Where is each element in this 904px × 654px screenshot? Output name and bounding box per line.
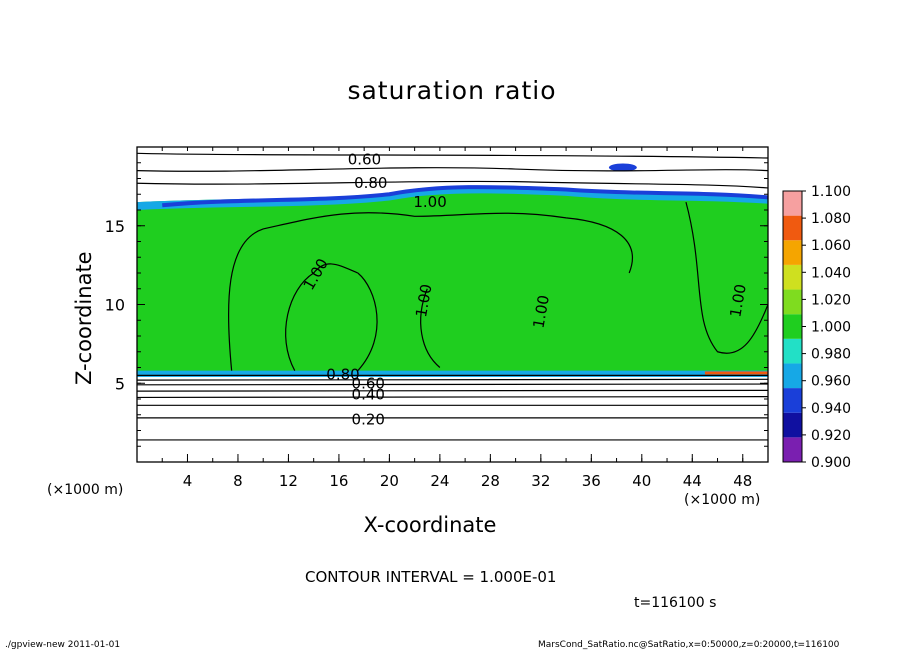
colorbar-segment (783, 264, 802, 290)
contour-line (136, 180, 769, 189)
colorbar-segment (783, 388, 802, 413)
colorbar-segment (783, 314, 802, 339)
contour-line (685, 201, 769, 354)
contour-line (227, 212, 633, 371)
contour-label: 0.80 (354, 174, 387, 192)
contour-label: 0.80 (326, 366, 359, 384)
colorbar-segment (783, 289, 802, 315)
colorbar-label: 1.060 (811, 238, 851, 254)
orange-patch (704, 371, 768, 375)
colorbar-segment (783, 338, 802, 364)
contour-label: 0.60 (348, 151, 381, 169)
time-label: t=116100 s (634, 595, 717, 611)
contour-label: 1.00 (412, 283, 436, 319)
x-tick-label: 40 (632, 472, 651, 490)
x-tick-label: 20 (380, 472, 399, 490)
contour-line (136, 383, 769, 386)
x-tick-label: 48 (733, 472, 752, 490)
x-axis-label: X-coordinate (363, 513, 497, 537)
contour-line (136, 396, 769, 399)
contour-line (136, 152, 769, 159)
colorbar-label: 0.920 (811, 428, 851, 444)
y-tick-label: 5 (115, 374, 125, 393)
x-unit-label: (×1000 m) (47, 482, 124, 498)
colorbar-label: 1.020 (811, 292, 851, 308)
x-tick-label: 44 (683, 472, 702, 490)
contour-label: 1.00 (529, 294, 553, 330)
colorbar-label: 1.040 (811, 265, 851, 281)
colorbar-label: 1.000 (811, 320, 851, 336)
colorbar-label: 0.940 (811, 401, 851, 417)
x-tick-label: 24 (430, 472, 449, 490)
contour-label: 0.60 (352, 374, 385, 392)
colorbar-label: 0.900 (811, 455, 851, 471)
x-tick-label: 16 (329, 472, 348, 490)
colorbar-label: 1.100 (811, 184, 851, 200)
saturated-region (137, 185, 768, 373)
x-tick-label: 36 (582, 472, 601, 490)
y-tick-label: 10 (105, 296, 125, 315)
footer-right-text: MarsCond_SatRatio.nc@SatRatio,x=0:50000,… (538, 640, 840, 650)
colorbar-segment (783, 215, 802, 241)
colorbar-segment (783, 191, 802, 216)
contour-line (136, 378, 769, 381)
cloud-base-band (137, 370, 768, 377)
contour-line (285, 263, 359, 371)
y-tick-label: 15 (105, 217, 125, 236)
contour-label: 0.20 (352, 410, 385, 428)
contour-line (420, 288, 441, 368)
x-tick-label: 28 (481, 472, 500, 490)
x-tick-label: 8 (233, 472, 243, 490)
x-tick-label: 12 (279, 472, 298, 490)
cloud-top-blue-edge (162, 185, 769, 208)
x-tick-label: 4 (183, 472, 193, 490)
colorbar-label: 1.080 (811, 211, 851, 227)
colorbar-segment (783, 363, 802, 389)
colorbar-segment (783, 240, 802, 265)
chart-title: saturation ratio (347, 76, 557, 105)
x-unit-label-right: (×1000 m) (684, 492, 761, 508)
contour-label: 0.40 (352, 385, 385, 403)
colorbar-segment (783, 437, 802, 462)
colorbar-label: 0.980 (811, 347, 851, 363)
contour-line (136, 389, 769, 392)
blue-patch (608, 163, 637, 172)
colorbar-label: 0.960 (811, 374, 851, 390)
contour-interval-text: CONTOUR INTERVAL = 1.000E-01 (305, 568, 557, 586)
contour-line (136, 167, 769, 172)
colorbar-segment (783, 412, 802, 438)
footer-left-text: ./gpview-new 2011-01-01 (5, 640, 121, 650)
contour-label: 1.00 (413, 193, 446, 211)
contour-label: 1.00 (726, 283, 750, 319)
contour-line (357, 272, 378, 372)
x-tick-label: 32 (531, 472, 550, 490)
